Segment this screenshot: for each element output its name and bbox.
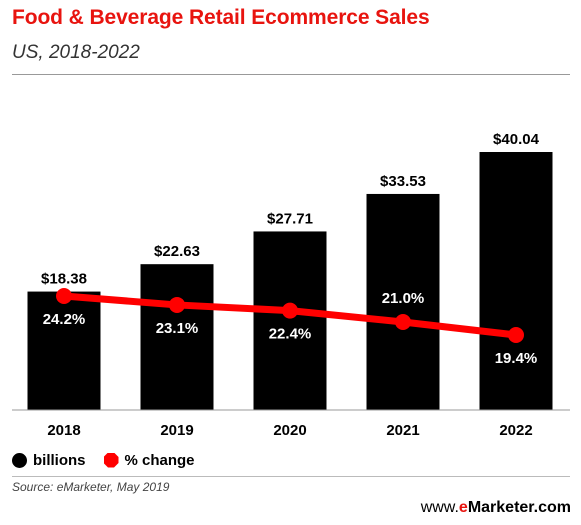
bar-2019	[140, 264, 214, 410]
brand-prefix: www.	[420, 499, 459, 516]
change-value-label: 22.4%	[269, 326, 312, 343]
footer-divider	[12, 476, 570, 477]
chart-title: Food & Beverage Retail Ecommerce Sales	[12, 6, 430, 29]
x-tick-label: 2021	[386, 422, 419, 439]
change-point	[395, 314, 411, 330]
chart-area: $18.38 2018 $22.63 2019 $27.71 2020 $33.53 2021…	[12, 131, 570, 439]
change-point	[282, 302, 298, 319]
brand-e: e	[458, 499, 468, 516]
change-point	[508, 327, 524, 343]
change-value-label: 21.0%	[382, 290, 425, 307]
brand-name: Marketer.com	[467, 499, 571, 516]
bar-2022	[479, 152, 553, 410]
legend-bar-label: billions	[33, 451, 86, 469]
legend-item-billions: billions	[12, 452, 86, 469]
change-value-label: 23.1%	[156, 320, 199, 337]
bar-value-label: $40.04	[493, 131, 540, 148]
change-point	[169, 296, 185, 313]
bar-2018	[27, 291, 101, 410]
bar-value-label: $22.63	[154, 243, 200, 260]
legend-line-swatch-icon	[103, 452, 119, 468]
x-tick-label: 2020	[273, 422, 306, 439]
change-point	[56, 288, 72, 304]
change-value-label: 24.2%	[43, 311, 86, 328]
x-tick-label: 2018	[47, 422, 80, 439]
x-tick-label: 2022	[499, 422, 532, 439]
legend-item-change: % change	[103, 451, 195, 469]
legend-line-label: % change	[124, 451, 195, 469]
legend-bar-swatch-icon	[12, 452, 27, 468]
change-value-label: 19.4%	[495, 350, 538, 367]
brand-logo: www.eMarketer.com	[421, 499, 571, 517]
bar-value-label: $33.53	[380, 173, 426, 190]
header-divider	[12, 74, 570, 75]
source-note: Source: eMarketer, May 2019	[12, 480, 170, 494]
bar-value-label: $27.71	[267, 210, 313, 227]
bar-2021	[366, 193, 440, 410]
x-tick-label: 2019	[160, 422, 193, 439]
bar-value-label: $18.38	[41, 271, 87, 288]
bar-2020	[253, 231, 327, 410]
chart-legend: billions % change	[12, 449, 213, 471]
chart-subtitle: US, 2018-2022	[12, 42, 140, 63]
